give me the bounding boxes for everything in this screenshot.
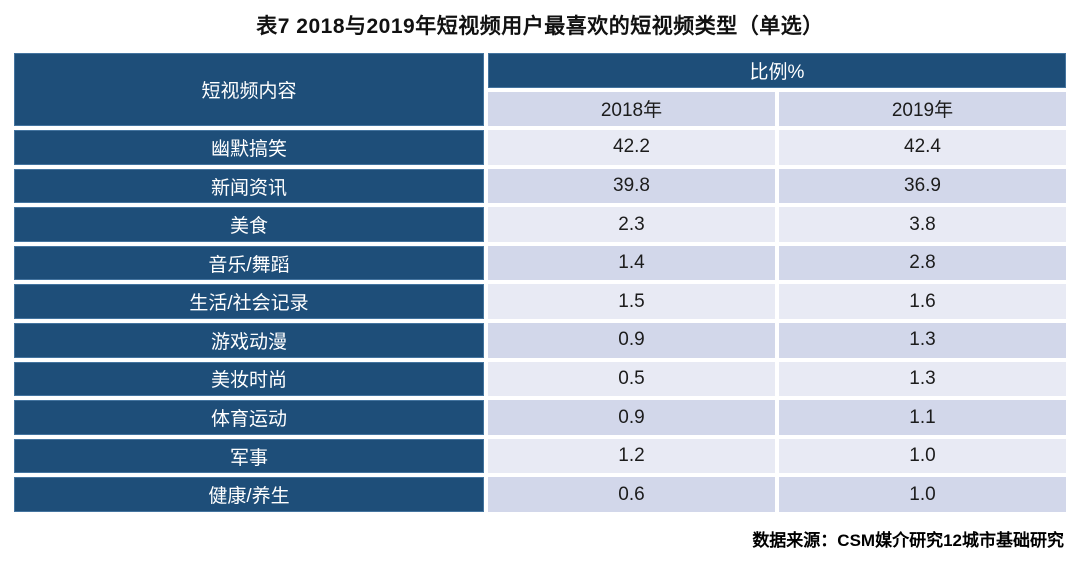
value-2019: 36.9	[779, 168, 1066, 204]
value-2018: 0.9	[488, 323, 775, 358]
row-label: 健康/养生	[14, 477, 484, 512]
value-2019: 42.4	[779, 130, 1066, 165]
header-ratio-group: 比例%	[488, 53, 1066, 88]
value-2018: 0.5	[488, 361, 775, 397]
row-label: 游戏动漫	[14, 323, 484, 358]
value-2018: 42.2	[488, 130, 775, 165]
header-content-column: 短视频内容	[14, 53, 484, 127]
value-2018: 1.5	[488, 284, 775, 320]
value-2018: 0.6	[488, 477, 775, 512]
value-2018: 1.4	[488, 245, 775, 281]
data-source-note: 数据来源：CSM媒介研究12城市基础研究	[752, 531, 1064, 550]
table-title: 表7 2018与2019年短视频用户最喜欢的短视频类型（单选）	[256, 15, 824, 38]
header-year-2018: 2018年	[488, 91, 775, 127]
row-label: 美妆时尚	[14, 361, 484, 397]
value-2019: 1.6	[779, 284, 1066, 320]
header-year-2019: 2019年	[779, 91, 1066, 127]
value-2019: 1.1	[779, 400, 1066, 435]
value-2019: 1.0	[779, 438, 1066, 474]
value-2018: 0.9	[488, 400, 775, 435]
row-label: 生活/社会记录	[14, 284, 484, 320]
value-2019: 1.3	[779, 361, 1066, 397]
value-2019: 3.8	[779, 207, 1066, 242]
value-2019: 1.3	[779, 323, 1066, 358]
value-2018: 39.8	[488, 168, 775, 204]
row-label: 新闻资讯	[14, 168, 484, 204]
data-table: 短视频内容 比例% 2018年 2019年 幽默搞笑 42.2 42.4 新闻资…	[14, 53, 1066, 512]
value-2018: 2.3	[488, 207, 775, 242]
value-2019: 2.8	[779, 245, 1066, 281]
value-2019: 1.0	[779, 477, 1066, 512]
row-label: 美食	[14, 207, 484, 242]
row-label: 幽默搞笑	[14, 130, 484, 165]
row-label: 体育运动	[14, 400, 484, 435]
row-label: 音乐/舞蹈	[14, 245, 484, 281]
row-label: 军事	[14, 438, 484, 474]
value-2018: 1.2	[488, 438, 775, 474]
